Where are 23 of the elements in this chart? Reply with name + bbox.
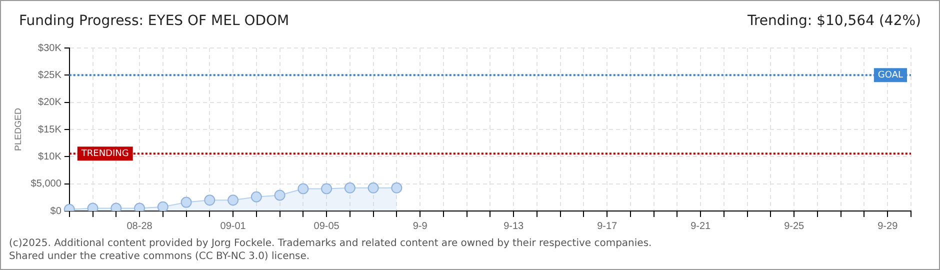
y-tick-label: $15K [38,124,62,136]
x-tick-label: 09-01 [220,220,246,232]
chart-title: Funding Progress: EYES OF MEL ODOM [19,13,290,29]
x-tick-label: 9-29 [878,220,898,232]
x-tick-label: 09-05 [314,220,340,232]
text: (c)2025. Additional content provided by Jorg Fockele. Trademarks and related content are owned by their respective companies. [9,237,652,250]
y-tick-label: $25K [38,70,62,81]
x-tick-label: 9-13 [504,220,524,232]
y-tick-label: $30K [38,42,62,54]
x-tick-label: 08-28 [126,220,153,232]
ref-line-label: GOAL [878,70,904,81]
x-tick-label: 9-9 [412,220,428,232]
x-tick-label: 9-21 [690,220,712,232]
y-tick-label: $0 [50,206,62,217]
y-axis-title: PLEDGED [12,107,23,152]
y-tick-label: $5,000 [30,178,62,190]
text: Shared under the creative commons (CC BY-NC 3.0) license. [9,250,311,263]
x-tick-label: 9-17 [597,220,618,232]
ref-line-label: TRENDING [80,148,129,159]
y-tick-label: $10K [38,151,62,162]
x-tick-label: 9-25 [784,220,805,232]
y-tick-label: $20K [38,97,62,108]
chart-subtitle: Trending: $10,564 (42%) [747,13,921,29]
